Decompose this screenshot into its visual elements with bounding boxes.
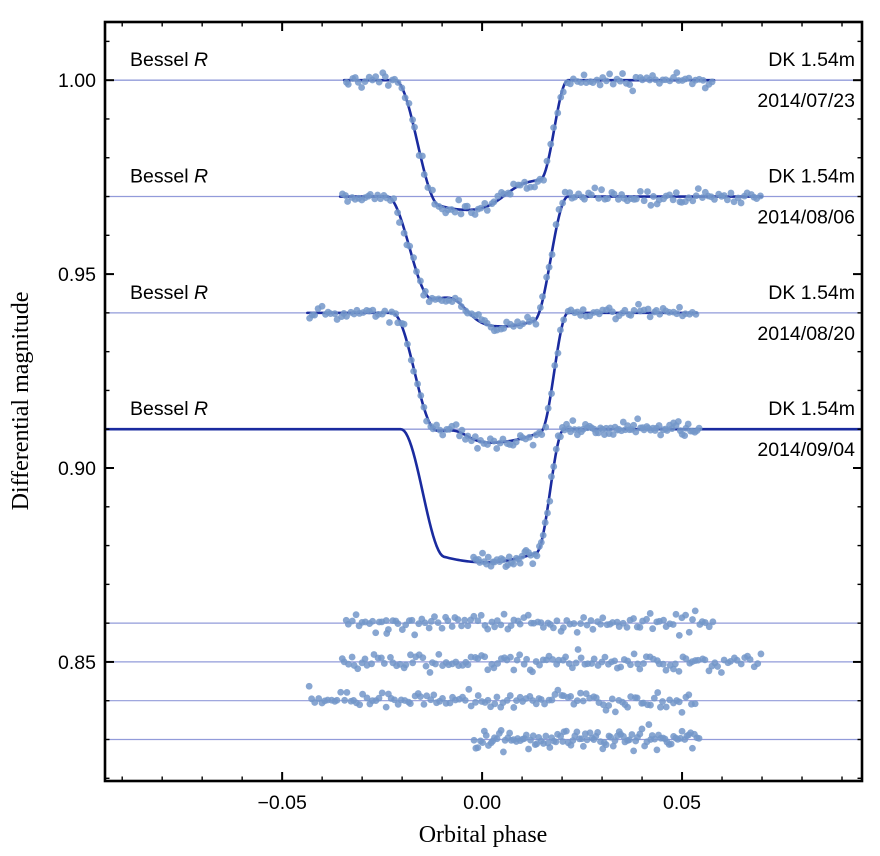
residual-points-series-3 xyxy=(305,682,699,716)
date-label-series-4: 2014/09/04 xyxy=(757,439,855,461)
filter-label-series-1: Bessel R xyxy=(130,49,208,71)
x-tick-label: 0.05 xyxy=(663,792,701,814)
y-tick-label: 1.00 xyxy=(58,70,96,92)
filter-label-series-2: Bessel R xyxy=(130,166,208,188)
filter-label-series-4: Bessel R xyxy=(130,398,208,420)
baseline-lines xyxy=(106,79,861,741)
data-points-series-2 xyxy=(339,184,764,335)
model-fit-line-series-3 xyxy=(306,311,699,444)
date-label-series-3: 2014/08/20 xyxy=(757,323,855,345)
frame-rect xyxy=(103,20,864,783)
y-tick-label: 0.95 xyxy=(58,264,96,286)
data-points-series-3 xyxy=(306,300,700,452)
residual-points-series-4 xyxy=(470,721,703,756)
model-fit-line-series-2 xyxy=(338,195,764,328)
data-points xyxy=(305,69,765,756)
x-axis-title: Orbital phase xyxy=(419,822,548,848)
telescope-label-series-1: DK 1.54m xyxy=(768,49,855,71)
series-labels: Bessel R DK 1.54m 2014/07/23 Bessel R DK 1.5… xyxy=(130,49,855,461)
x-tick-label: 0.00 xyxy=(463,792,501,814)
y-axis-title: Differential magnitude xyxy=(8,292,34,511)
residual-points-series-2 xyxy=(338,630,765,676)
date-label-series-2: 2014/08/06 xyxy=(757,207,855,229)
telescope-label-series-3: DK 1.54m xyxy=(768,282,855,304)
data-points-series-4 xyxy=(470,415,703,570)
telescope-label-series-2: DK 1.54m xyxy=(768,166,855,188)
y-tick-label: 0.85 xyxy=(58,652,96,674)
x-tick-label: −0.05 xyxy=(258,792,307,814)
residual-points-series-1 xyxy=(342,607,717,639)
date-label-series-1: 2014/07/23 xyxy=(757,90,855,112)
telescope-label-series-4: DK 1.54m xyxy=(768,398,855,420)
plot-frame xyxy=(103,20,864,783)
model-fit-line-series-4 xyxy=(106,427,861,564)
tick-labels: −0.05 0.00 0.05 1.00 0.95 0.90 0.85 xyxy=(58,70,701,814)
y-tick-label: 0.90 xyxy=(58,458,96,480)
data-points-series-1 xyxy=(343,69,716,218)
filter-label-series-3: Bessel R xyxy=(130,282,208,304)
